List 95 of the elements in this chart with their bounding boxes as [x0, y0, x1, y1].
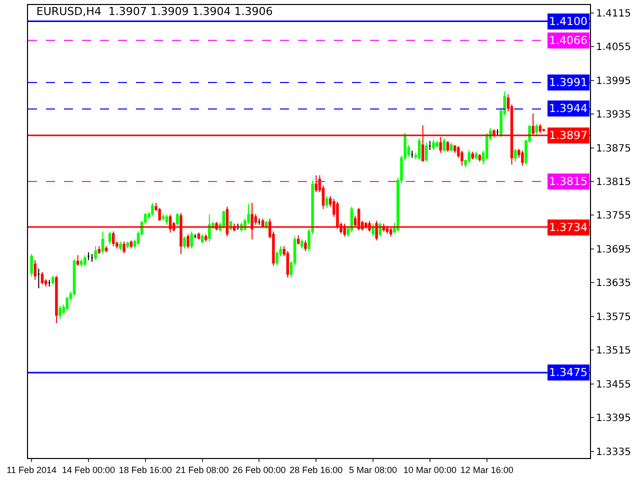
candlestick — [98, 246, 101, 254]
candlestick — [478, 153, 482, 162]
candlestick — [52, 275, 54, 285]
candlestick — [300, 238, 304, 249]
candlestick — [130, 240, 133, 249]
x-tick-label: 11 Feb 2014 — [6, 464, 56, 475]
ref-line-label: 1.3475 — [549, 366, 588, 379]
chart-title: EURUSD,H4 1.3907 1.3909 1.3904 1.3906 — [36, 4, 273, 18]
candlestick — [158, 207, 161, 222]
candlestick — [126, 241, 129, 249]
y-tick-label: 1.4055 — [596, 42, 631, 54]
candlestick — [471, 151, 474, 160]
candlestick — [208, 214, 211, 242]
x-tick-label: 21 Feb 08:00 — [176, 464, 229, 475]
candlestick — [425, 142, 428, 162]
candlestick — [186, 234, 190, 249]
x-tick-label: 12 Mar 16:00 — [460, 464, 514, 475]
candlestick — [304, 240, 307, 252]
ref-line-label: 1.3734 — [549, 221, 588, 234]
y-tick-label: 1.3695 — [596, 244, 631, 256]
ref-line-label: 1.3815 — [549, 175, 588, 188]
y-tick-label: 1.3815 — [596, 176, 631, 188]
candlestick — [165, 214, 168, 226]
candlestick — [446, 140, 450, 152]
candlestick — [151, 202, 154, 216]
candlestick — [37, 268, 40, 289]
candlestick — [72, 258, 76, 296]
candlestick — [442, 138, 446, 152]
y-tick-label: 1.3575 — [596, 312, 631, 323]
candlestick — [122, 241, 126, 254]
candlestick — [30, 253, 33, 277]
candlestick — [325, 196, 328, 208]
candlestick — [496, 128, 499, 136]
y-tick-label: 1.3755 — [596, 210, 631, 222]
candlestick — [314, 174, 318, 193]
y-tick-label: 1.3455 — [596, 379, 631, 390]
x-tick-label: 10 Mar 00:00 — [403, 464, 456, 475]
candlestick — [190, 231, 193, 249]
candlestick — [104, 246, 108, 253]
candlestick — [55, 275, 58, 324]
x-tick-label: 28 Feb 16:00 — [290, 464, 343, 475]
x-tick-label: 14 Feb 00:00 — [62, 464, 115, 475]
candlestick — [40, 271, 44, 285]
candlestick — [48, 279, 51, 288]
candlestick — [90, 253, 94, 262]
ref-line-label: 1.4100 — [549, 15, 588, 28]
candlestick — [194, 234, 197, 239]
candlestick — [418, 138, 421, 160]
candlestick — [183, 236, 186, 249]
candlestick — [535, 124, 538, 136]
candlestick — [204, 234, 208, 242]
candlestick — [58, 305, 62, 320]
x-tick-label: 18 Feb 16:00 — [118, 464, 172, 475]
candlestick — [468, 150, 470, 164]
candlestick — [521, 150, 524, 166]
candlestick — [542, 128, 546, 132]
y-tick-label: 1.3875 — [596, 143, 631, 154]
y-tick-label: 1.3635 — [596, 278, 631, 290]
candlestick — [84, 254, 86, 266]
candlestick — [460, 150, 464, 166]
candlestick — [432, 139, 435, 150]
ref-line-label: 1.4066 — [549, 34, 588, 47]
candlestick — [436, 140, 438, 148]
candlestick — [197, 232, 200, 240]
ref-line-label: 1.3897 — [549, 129, 588, 142]
candlestick — [450, 142, 453, 152]
candlestick — [87, 252, 90, 261]
x-tick-label: 5 Mar 08:00 — [349, 464, 398, 475]
candlestick — [236, 223, 240, 230]
ref-line-label: 1.3944 — [549, 102, 588, 115]
candlestick — [94, 246, 97, 261]
candlestick — [258, 218, 261, 226]
candlestick — [514, 148, 517, 162]
candlestick — [108, 231, 112, 245]
y-tick-label: 1.3395 — [596, 413, 631, 424]
x-tick-label: 26 Feb 00:00 — [232, 464, 286, 475]
y-tick-label: 1.3515 — [596, 346, 631, 357]
y-tick-label: 1.3335 — [596, 446, 631, 458]
ref-line-label: 1.3991 — [549, 76, 588, 89]
candlestick — [101, 231, 104, 254]
candlestick — [410, 150, 414, 158]
y-tick-label: 1.3995 — [596, 76, 631, 87]
candlestick — [80, 258, 83, 268]
y-tick-label: 1.3935 — [596, 110, 631, 121]
candlestick — [76, 254, 80, 266]
candlestick — [34, 260, 36, 280]
candlestick — [474, 151, 478, 160]
candlestick — [176, 212, 179, 226]
candlestick — [296, 234, 300, 245]
candlestick — [112, 231, 115, 247]
candlestick — [200, 234, 204, 244]
candlestick — [162, 214, 165, 222]
candlestick — [428, 140, 432, 150]
candlestick — [119, 241, 122, 251]
y-tick-label: 1.4115 — [596, 8, 631, 20]
